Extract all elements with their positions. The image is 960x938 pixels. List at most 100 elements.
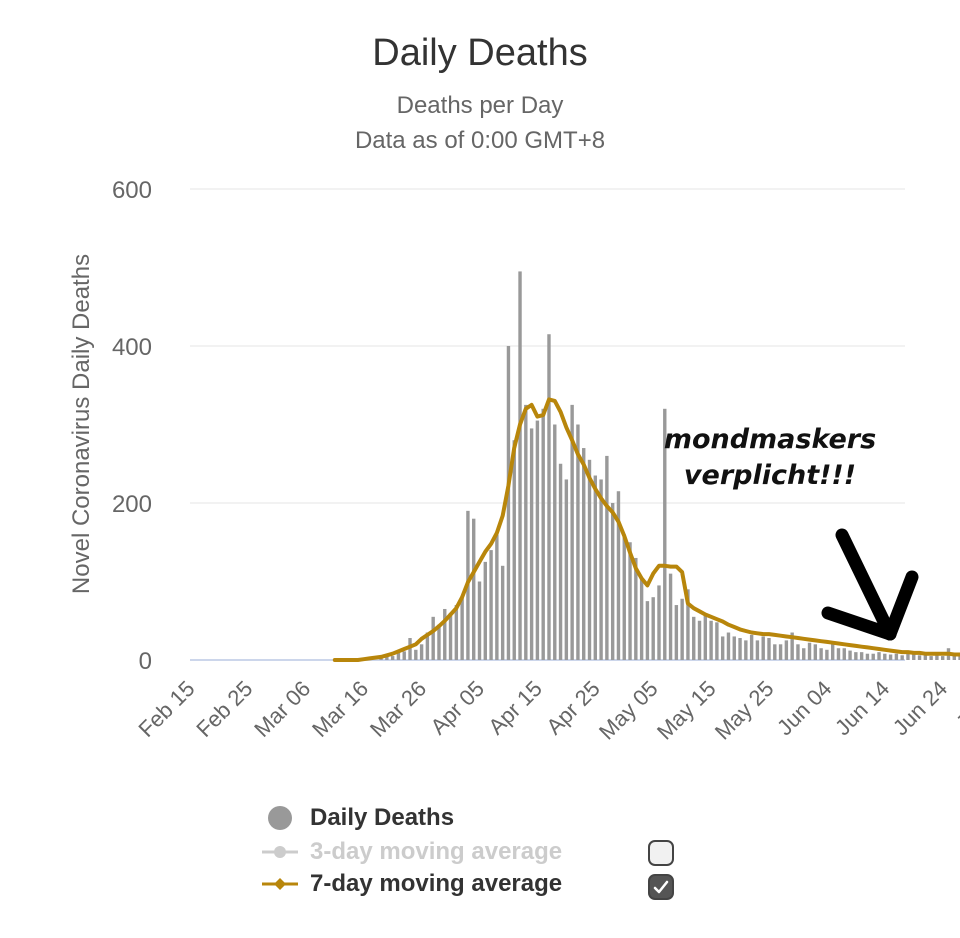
daily-deaths-bar bbox=[390, 656, 395, 660]
chart-legend: Daily Deaths 3-day moving average 7-day … bbox=[262, 800, 702, 912]
daily-deaths-bar bbox=[408, 638, 412, 660]
daily-deaths-bar bbox=[697, 620, 702, 660]
daily-deaths-bar bbox=[541, 408, 545, 660]
annotation-text: mondmaskers verplicht!!! bbox=[620, 422, 920, 494]
daily-deaths-bar bbox=[437, 624, 441, 660]
daily-deaths-bar bbox=[529, 428, 534, 660]
daily-deaths-bar bbox=[558, 463, 563, 660]
daily-deaths-bar bbox=[720, 636, 725, 660]
daily-deaths-bar bbox=[692, 616, 696, 660]
x-tick-label: Mar 26 bbox=[365, 676, 431, 742]
daily-deaths-bar bbox=[472, 518, 476, 660]
daily-deaths-bar bbox=[651, 597, 655, 660]
daily-deaths-bar bbox=[668, 573, 673, 660]
checkbox-7-day-average[interactable] bbox=[648, 874, 674, 900]
daily-deaths-bar bbox=[663, 408, 667, 660]
daily-deaths-bar bbox=[599, 479, 603, 660]
x-tick-label: Jun 24 bbox=[888, 676, 952, 740]
chart-subtitle-line-2: Data as of 0:00 GMT+8 bbox=[354, 127, 606, 154]
daily-deaths-bar bbox=[842, 648, 846, 660]
daily-deaths-bar bbox=[900, 655, 904, 660]
daily-deaths-bar bbox=[923, 655, 928, 660]
daily-deaths-bar bbox=[564, 479, 569, 660]
x-tick-label: Apr 05 bbox=[426, 676, 490, 740]
daily-deaths-bar bbox=[703, 614, 708, 660]
x-tick-label: Mar 16 bbox=[307, 676, 373, 742]
daily-deaths-bar bbox=[755, 640, 760, 660]
legend-item-3-day-average[interactable]: 3-day moving average bbox=[262, 836, 562, 868]
daily-deaths-bar bbox=[726, 632, 731, 660]
daily-deaths-bar bbox=[460, 597, 464, 660]
daily-deaths-bar bbox=[912, 653, 916, 660]
x-tick-label: Mar 06 bbox=[249, 676, 315, 742]
circle-icon bbox=[262, 802, 302, 834]
daily-deaths-bar bbox=[639, 577, 644, 660]
legend-item-daily-deaths[interactable]: Daily Deaths bbox=[262, 802, 454, 834]
daily-deaths-bar bbox=[582, 448, 586, 660]
checkbox-3-day-average[interactable] bbox=[648, 840, 674, 866]
daily-deaths-bar bbox=[448, 612, 453, 660]
daily-deaths-bar bbox=[836, 648, 841, 660]
daily-deaths-bar bbox=[686, 589, 690, 660]
daily-deaths-bar bbox=[709, 620, 713, 660]
x-tick-label: Apr 15 bbox=[483, 676, 547, 740]
daily-deaths-bar bbox=[749, 634, 754, 660]
daily-deaths-bar bbox=[859, 652, 864, 660]
daily-deaths-bar bbox=[454, 605, 459, 660]
daily-deaths-bar bbox=[830, 644, 835, 660]
daily-deaths-bar bbox=[414, 649, 418, 660]
daily-deaths-bar bbox=[657, 585, 661, 660]
x-tick-label: May 05 bbox=[594, 676, 663, 745]
daily-deaths-bar bbox=[680, 598, 684, 660]
daily-deaths-bar bbox=[512, 440, 516, 660]
daily-deaths-bar bbox=[935, 655, 939, 660]
moving-average-line bbox=[332, 397, 960, 662]
x-tick-label: May 15 bbox=[652, 676, 721, 745]
x-tick-label: Apr 25 bbox=[541, 676, 605, 740]
legend-label: 3-day moving average bbox=[310, 838, 563, 865]
daily-deaths-bar bbox=[622, 534, 626, 660]
daily-deaths-bar bbox=[813, 644, 818, 660]
daily-deaths-bar bbox=[790, 632, 794, 660]
x-tick-label: Jun 14 bbox=[830, 676, 894, 740]
daily-deaths-bar bbox=[778, 644, 783, 660]
x-tick-label: May 25 bbox=[710, 676, 779, 745]
daily-deaths-bar bbox=[871, 653, 875, 660]
daily-deaths-bar bbox=[396, 650, 401, 660]
daily-deaths-bar bbox=[906, 653, 910, 660]
daily-deaths-bar bbox=[732, 636, 736, 660]
daily-deaths-bar bbox=[738, 638, 742, 660]
chart-subtitle-line-1: Deaths per Day bbox=[396, 92, 564, 119]
daily-deaths-bar bbox=[419, 644, 424, 660]
daily-deaths-bar bbox=[518, 271, 522, 660]
y-tick-labels: 0 200 400 600 bbox=[112, 177, 152, 675]
annotation-arrow bbox=[821, 528, 919, 641]
daily-deaths-bar bbox=[894, 653, 899, 660]
legend-item-7-day-average[interactable]: 7-day moving average bbox=[262, 868, 562, 900]
daily-deaths-bar bbox=[535, 420, 540, 660]
annotation-line-2: verplicht!!! bbox=[683, 460, 857, 491]
daily-deaths-bar bbox=[883, 653, 887, 660]
daily-deaths-bar bbox=[773, 644, 777, 660]
daily-deaths-bar bbox=[796, 644, 800, 660]
daily-deaths-bar bbox=[495, 534, 499, 660]
daily-deaths-bar bbox=[952, 655, 956, 660]
daily-deaths-bar bbox=[489, 550, 493, 660]
daily-deaths-bar bbox=[402, 651, 406, 660]
daily-deaths-bar bbox=[825, 649, 829, 660]
line-diamond-icon bbox=[262, 868, 302, 900]
daily-deaths-bar bbox=[767, 638, 771, 660]
daily-deaths-bar bbox=[576, 424, 580, 660]
daily-deaths-bar bbox=[802, 648, 806, 660]
annotation-line-1: mondmaskers bbox=[663, 424, 877, 455]
daily-deaths-bar bbox=[819, 648, 823, 660]
daily-deaths-bar bbox=[500, 565, 505, 660]
daily-deaths-bar bbox=[634, 557, 638, 660]
daily-deaths-bar bbox=[570, 404, 574, 660]
daily-deaths-bar bbox=[917, 655, 922, 660]
y-tick-label: 200 bbox=[112, 491, 152, 518]
daily-deaths-bar bbox=[888, 654, 893, 660]
daily-deaths-bar bbox=[761, 636, 765, 660]
daily-deaths-bar bbox=[477, 581, 482, 660]
daily-deaths-bar bbox=[524, 404, 528, 660]
